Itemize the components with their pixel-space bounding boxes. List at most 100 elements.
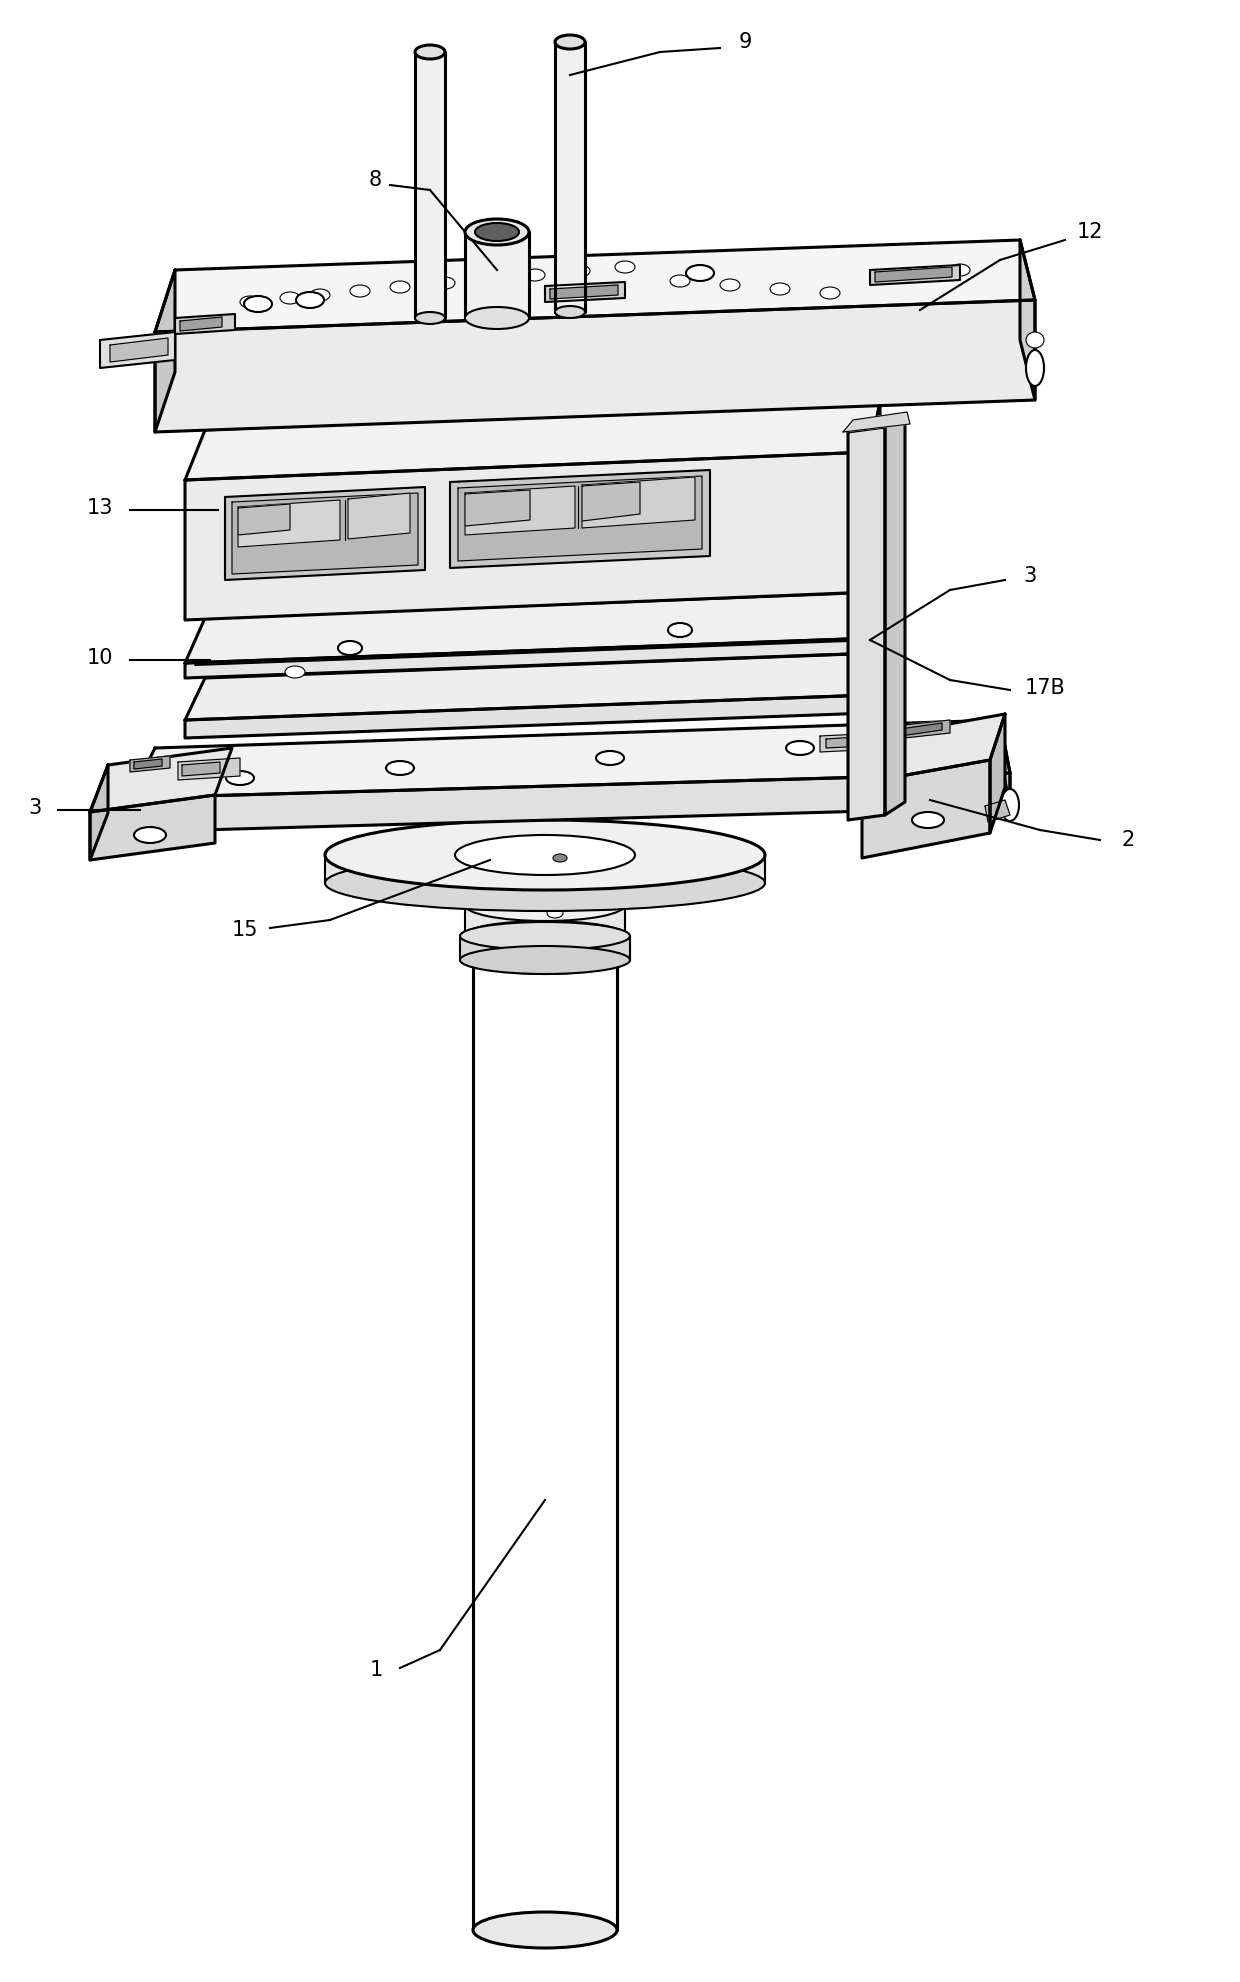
Polygon shape xyxy=(238,503,290,535)
Text: 1: 1 xyxy=(370,1661,383,1681)
Polygon shape xyxy=(91,747,232,813)
Polygon shape xyxy=(999,719,1011,807)
Ellipse shape xyxy=(435,277,455,289)
Text: 17B: 17B xyxy=(1024,678,1065,698)
Polygon shape xyxy=(130,773,1011,832)
Text: 3: 3 xyxy=(29,799,42,819)
Ellipse shape xyxy=(391,281,410,293)
Polygon shape xyxy=(985,801,1011,823)
Polygon shape xyxy=(990,714,1004,832)
Polygon shape xyxy=(465,906,625,936)
Ellipse shape xyxy=(596,751,624,765)
Polygon shape xyxy=(1021,240,1035,400)
Polygon shape xyxy=(582,482,640,521)
Ellipse shape xyxy=(556,305,585,317)
Ellipse shape xyxy=(325,854,765,912)
Ellipse shape xyxy=(472,1913,618,1948)
Polygon shape xyxy=(232,494,418,575)
Polygon shape xyxy=(582,478,694,527)
Text: 8: 8 xyxy=(368,170,382,190)
Ellipse shape xyxy=(465,922,625,949)
Ellipse shape xyxy=(475,224,520,242)
Ellipse shape xyxy=(570,266,590,277)
Text: 12: 12 xyxy=(1076,222,1104,242)
Ellipse shape xyxy=(770,283,790,295)
Polygon shape xyxy=(182,761,219,777)
Polygon shape xyxy=(458,476,702,561)
Ellipse shape xyxy=(1001,789,1019,821)
Polygon shape xyxy=(820,731,900,751)
Text: 3: 3 xyxy=(1023,567,1037,587)
Text: 10: 10 xyxy=(87,648,113,668)
Polygon shape xyxy=(325,854,765,884)
Polygon shape xyxy=(885,414,905,815)
Polygon shape xyxy=(155,270,175,432)
Polygon shape xyxy=(130,755,170,773)
Ellipse shape xyxy=(670,275,689,287)
Polygon shape xyxy=(224,488,425,581)
Polygon shape xyxy=(185,638,875,678)
Text: 9: 9 xyxy=(738,32,751,52)
Polygon shape xyxy=(185,402,880,480)
Ellipse shape xyxy=(465,218,529,246)
Ellipse shape xyxy=(244,295,272,311)
Polygon shape xyxy=(465,490,529,525)
Polygon shape xyxy=(556,42,585,311)
Ellipse shape xyxy=(553,854,567,862)
Ellipse shape xyxy=(615,262,635,274)
Polygon shape xyxy=(875,593,880,652)
Ellipse shape xyxy=(1025,351,1044,386)
Polygon shape xyxy=(870,266,960,285)
Polygon shape xyxy=(870,402,880,593)
Ellipse shape xyxy=(950,264,970,275)
Ellipse shape xyxy=(350,285,370,297)
Ellipse shape xyxy=(472,945,618,973)
Polygon shape xyxy=(155,240,1035,333)
Text: 13: 13 xyxy=(87,497,113,517)
Polygon shape xyxy=(91,765,108,860)
Ellipse shape xyxy=(910,268,930,279)
Text: 15: 15 xyxy=(232,920,258,939)
Ellipse shape xyxy=(786,741,813,755)
Polygon shape xyxy=(185,452,870,620)
Ellipse shape xyxy=(325,821,765,890)
Polygon shape xyxy=(546,281,625,301)
Ellipse shape xyxy=(465,307,529,329)
Polygon shape xyxy=(465,232,529,317)
Text: 2: 2 xyxy=(1121,830,1135,850)
Ellipse shape xyxy=(134,826,166,842)
Ellipse shape xyxy=(460,945,630,973)
Ellipse shape xyxy=(310,289,330,301)
Ellipse shape xyxy=(241,295,260,307)
Polygon shape xyxy=(185,696,870,737)
Ellipse shape xyxy=(870,272,890,283)
Polygon shape xyxy=(134,759,162,769)
Ellipse shape xyxy=(686,266,714,281)
Polygon shape xyxy=(185,593,880,664)
Ellipse shape xyxy=(1025,333,1044,349)
Ellipse shape xyxy=(280,291,300,303)
Ellipse shape xyxy=(415,311,445,323)
Polygon shape xyxy=(179,757,241,781)
Polygon shape xyxy=(185,652,880,719)
Ellipse shape xyxy=(415,46,445,59)
Ellipse shape xyxy=(386,761,414,775)
Polygon shape xyxy=(862,759,990,858)
Ellipse shape xyxy=(525,270,546,281)
Polygon shape xyxy=(848,426,885,821)
Polygon shape xyxy=(826,735,888,747)
Polygon shape xyxy=(180,317,222,331)
Polygon shape xyxy=(862,714,1004,783)
Polygon shape xyxy=(450,470,711,569)
Polygon shape xyxy=(900,723,942,735)
Polygon shape xyxy=(551,285,618,299)
Ellipse shape xyxy=(480,274,500,285)
Polygon shape xyxy=(843,412,910,432)
Polygon shape xyxy=(875,268,952,281)
Ellipse shape xyxy=(460,922,630,949)
Ellipse shape xyxy=(465,890,625,922)
Ellipse shape xyxy=(226,771,254,785)
Ellipse shape xyxy=(476,272,503,287)
Ellipse shape xyxy=(455,834,635,874)
Ellipse shape xyxy=(339,640,362,654)
